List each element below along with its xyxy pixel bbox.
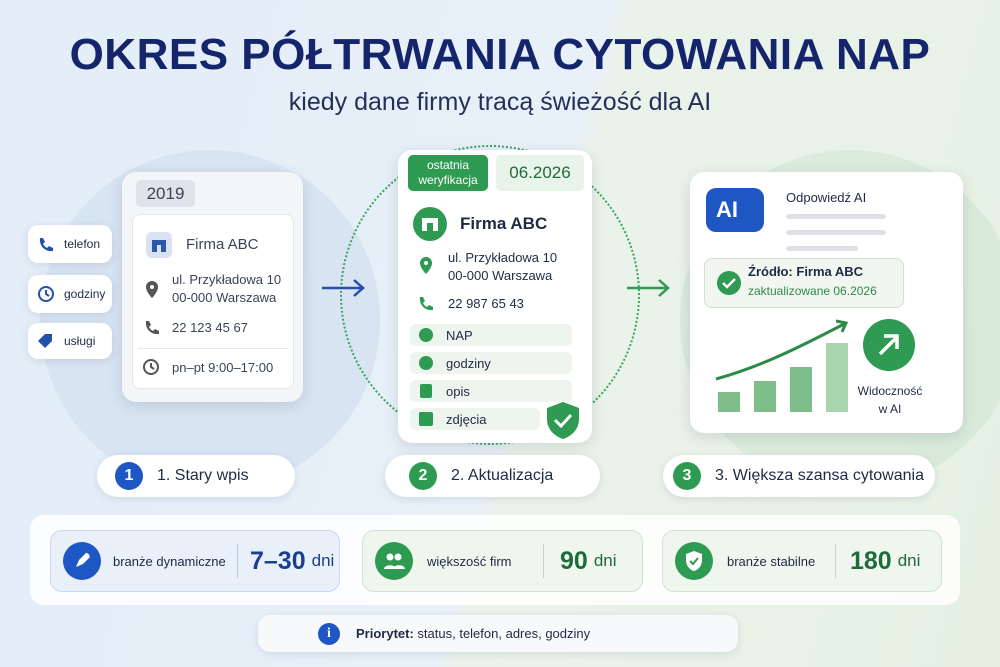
old-address: ul. Przykładowa 10 bbox=[172, 272, 282, 287]
clock-icon bbox=[143, 359, 159, 375]
new-address: 00-000 Warszawa bbox=[448, 268, 553, 283]
check-row: NAP bbox=[410, 324, 572, 346]
stat: branże stabilne 180 dni bbox=[662, 530, 942, 592]
stat-unit: dni bbox=[897, 551, 921, 570]
badge-text: ostatnia bbox=[426, 158, 470, 172]
rocket bbox=[76, 553, 90, 567]
stat-label: większość firm bbox=[427, 553, 512, 569]
tag-text: godziny bbox=[64, 287, 106, 301]
line bbox=[786, 214, 886, 219]
divider bbox=[835, 544, 836, 578]
growth-chart bbox=[715, 319, 849, 412]
row-text: godziny bbox=[446, 355, 491, 371]
pin-icon bbox=[420, 257, 432, 274]
side-tag: telefon bbox=[28, 225, 112, 263]
step-label: 1. Stary wpis bbox=[157, 467, 249, 484]
check-row: opis bbox=[410, 380, 572, 402]
shop-icon bbox=[146, 232, 172, 258]
arrow bbox=[627, 279, 670, 297]
row-text: NAP bbox=[446, 327, 473, 343]
step-label: 3. Większa szansa cytowania bbox=[715, 467, 924, 484]
new-address: ul. Przykładowa 10 bbox=[448, 250, 558, 265]
subtitle: kiedy dane firmy tracą świeżość dla AI bbox=[288, 88, 712, 116]
stat-value: 180 bbox=[850, 546, 892, 575]
note-bold: Priorytet: bbox=[356, 626, 414, 641]
divider bbox=[543, 544, 544, 578]
step-label: 2. Aktualizacja bbox=[451, 467, 554, 484]
date-badge: 06.2026 bbox=[496, 155, 584, 191]
shield-icon bbox=[547, 402, 579, 439]
tag-text: telefon bbox=[64, 237, 101, 251]
side-tag: usługi bbox=[28, 323, 112, 359]
ai-logo-text: AI bbox=[716, 197, 738, 222]
ai-card: AI Odpowiedź AI Źródło: Firma ABC zaktua… bbox=[690, 172, 963, 433]
row-text: opis bbox=[446, 383, 470, 399]
step-number: 2 bbox=[409, 462, 437, 490]
new-name: Firma ABC bbox=[460, 214, 548, 233]
note: i Priorytet: status, telefon, adres, god… bbox=[258, 615, 738, 652]
arrow bbox=[322, 279, 365, 297]
shield-icon bbox=[675, 542, 713, 580]
new-card: ostatnia weryfikacja 06.2026 Firma ABC ul… bbox=[398, 150, 592, 443]
icon bbox=[38, 286, 54, 302]
old-phone: 22 123 45 67 bbox=[172, 320, 248, 335]
step: 1 1. Stary wpis bbox=[97, 455, 295, 497]
rocket-icon bbox=[63, 542, 101, 580]
people bbox=[384, 553, 405, 569]
stat-unit: dni bbox=[311, 551, 335, 570]
old-address: 00-000 Warszawa bbox=[172, 290, 277, 305]
ai-heading: Odpowiedź AI bbox=[786, 190, 867, 205]
icon bbox=[39, 238, 53, 252]
year-badge: 2019 bbox=[136, 180, 195, 207]
stat-label: branże dynamiczne bbox=[113, 553, 226, 569]
check-icon bbox=[717, 271, 741, 295]
old-hours: pn–pt 9:00–17:00 bbox=[172, 360, 274, 375]
updated: zaktualizowane 06.2026 bbox=[748, 284, 877, 298]
row-icons bbox=[419, 328, 433, 426]
stat-value: 7–30 bbox=[250, 546, 306, 575]
dotted-ring bbox=[340, 145, 640, 445]
step-number: 1 bbox=[115, 462, 143, 490]
tag-text: usługi bbox=[64, 334, 96, 348]
shop-icon bbox=[413, 207, 447, 241]
stat-label: branże stabilne bbox=[727, 553, 816, 569]
stat: większość firm 90 dni bbox=[362, 530, 643, 592]
step-number: 3 bbox=[673, 462, 701, 490]
step: 3 3. Większa szansa cytowania bbox=[663, 455, 935, 497]
phone-icon bbox=[145, 321, 159, 335]
stat-unit: dni bbox=[593, 551, 617, 570]
visibility-text: w AI bbox=[878, 402, 902, 416]
line bbox=[786, 246, 858, 251]
title: OKRES PÓŁTRWANIA CYTOWANIA NAP bbox=[69, 30, 931, 79]
visibility: Widoczność w AI bbox=[850, 382, 930, 418]
divider bbox=[138, 348, 288, 349]
line bbox=[786, 230, 886, 235]
old-card: 2019 Firma ABC ul. Przykładowa 10 00-000… bbox=[122, 172, 303, 402]
row-text: zdjęcia bbox=[446, 411, 487, 427]
source: Źródło: Firma ABC bbox=[748, 264, 864, 279]
note-text: status, telefon, adres, godziny bbox=[417, 626, 591, 641]
stat-value: 90 bbox=[560, 546, 588, 575]
pin-icon bbox=[146, 281, 158, 298]
side-tag: godziny bbox=[28, 275, 112, 313]
ai-logo: AI bbox=[706, 188, 764, 232]
people-icon bbox=[375, 542, 413, 580]
check-row: zdjęcia bbox=[410, 408, 540, 430]
check-row: godziny bbox=[410, 352, 572, 374]
divider bbox=[237, 544, 238, 578]
verify-badge: ostatnia weryfikacja bbox=[408, 155, 488, 191]
stat: branże dynamiczne 7–30 dni bbox=[50, 530, 340, 592]
old-name: Firma ABC bbox=[186, 236, 259, 253]
step: 2 2. Aktualizacja bbox=[385, 455, 600, 497]
phone-icon bbox=[419, 297, 433, 311]
info-icon: i bbox=[318, 622, 340, 645]
icon bbox=[38, 334, 52, 348]
new-phone: 22 987 65 43 bbox=[448, 296, 524, 311]
badge-text: weryfikacja bbox=[418, 173, 478, 187]
visibility-text: Widoczność bbox=[857, 384, 923, 398]
up-icon bbox=[863, 319, 915, 371]
shield bbox=[686, 551, 702, 571]
